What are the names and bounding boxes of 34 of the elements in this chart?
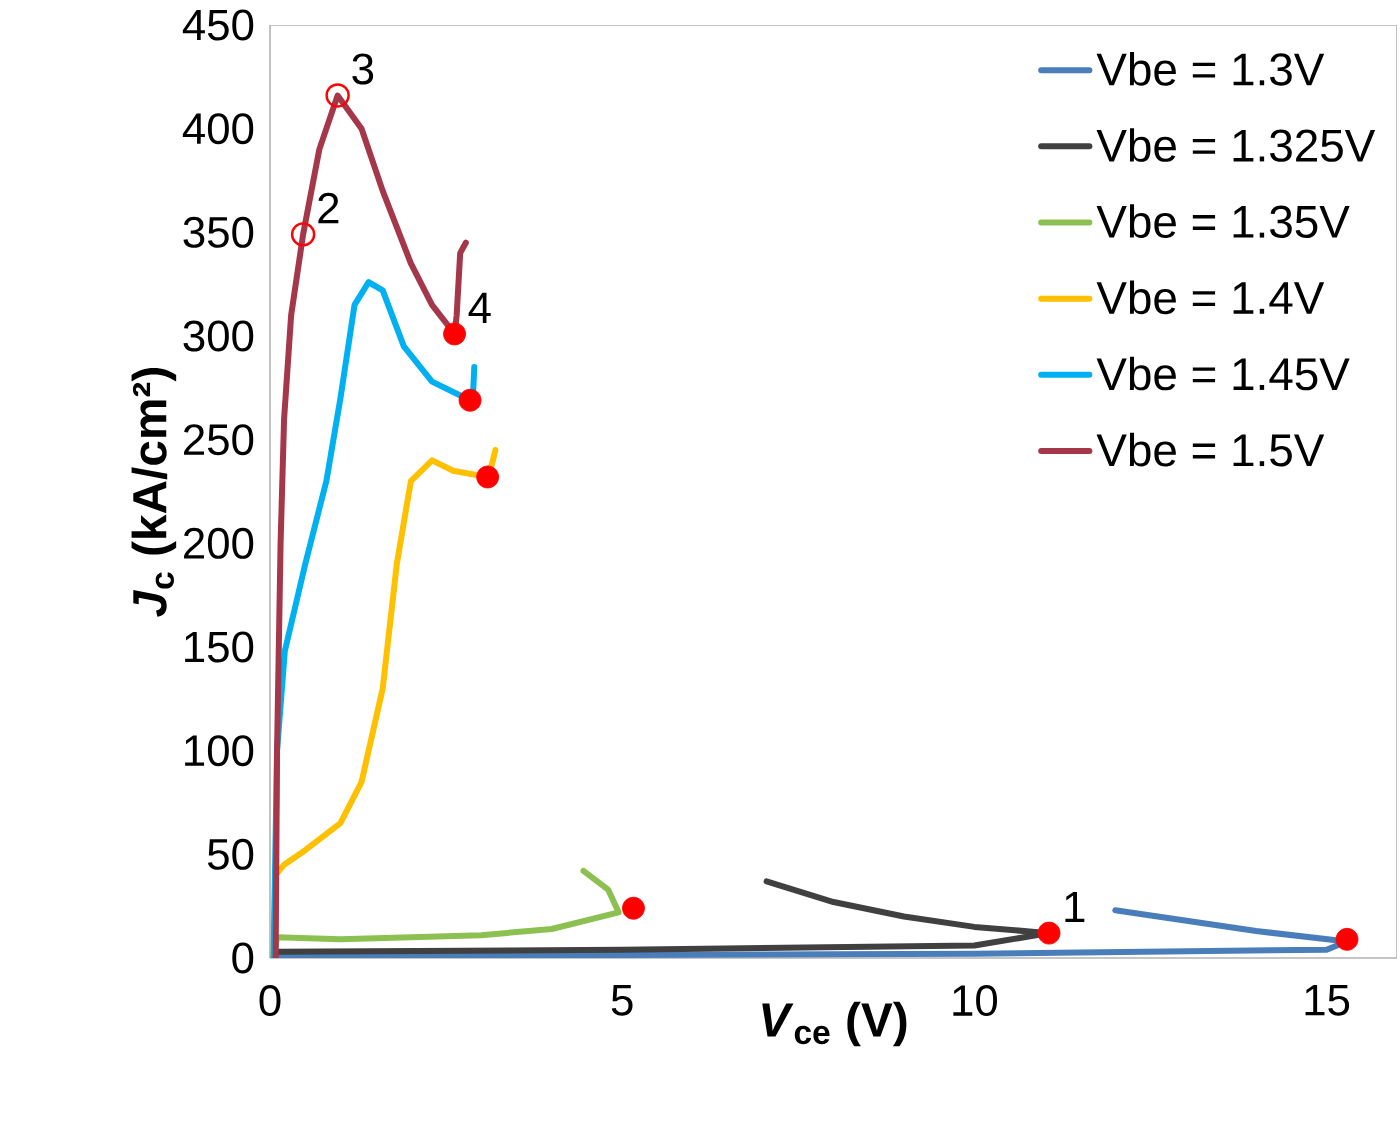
point [1335,927,1359,951]
point [458,388,482,412]
point [622,896,645,920]
legend-label: Vbe = 1.3V [1096,52,1325,86]
x-tick-label: 5 [611,985,633,1016]
point [1037,921,1061,945]
y-tick-label: 250 [184,424,254,456]
y-tick-label: 150 [185,631,254,663]
y-tick-label: 100 [185,735,254,767]
legend-label: Vbe = 1.35V [1096,204,1350,239]
x-tick-label: 15 [1305,985,1350,1016]
legend-label: Vbe = 1.4V [1096,280,1325,315]
point [290,222,316,247]
legend-label: Vbe = 1.45V [1096,356,1350,391]
y-tick-label: 200 [184,527,254,559]
annotation: 1 [1065,891,1085,923]
annotation: 4 [468,292,491,323]
legend-label: Vbe = 1.5V [1096,432,1325,467]
y-tick-label: 450 [182,9,254,41]
point [476,465,500,489]
point [443,322,466,346]
y-tick-label: 350 [183,216,254,248]
legend-label: Vbe = 1.325V [1096,128,1376,162]
x-tick-label: 10 [953,985,998,1017]
y-tick-label: 400 [182,113,254,145]
annotation: 2 [318,192,339,224]
y-tick-label: 0 [232,942,254,974]
point [325,83,350,108]
annotation: 3 [352,53,374,85]
y-axis-title: J$_{c}$ (kA/cm²) [131,368,177,617]
x-tick-label: 0 [259,985,281,1017]
x-axis-title: V$_{ce}$ (V) [762,1001,907,1047]
y-tick-label: 50 [207,838,254,870]
y-tick-label: 300 [183,320,254,352]
